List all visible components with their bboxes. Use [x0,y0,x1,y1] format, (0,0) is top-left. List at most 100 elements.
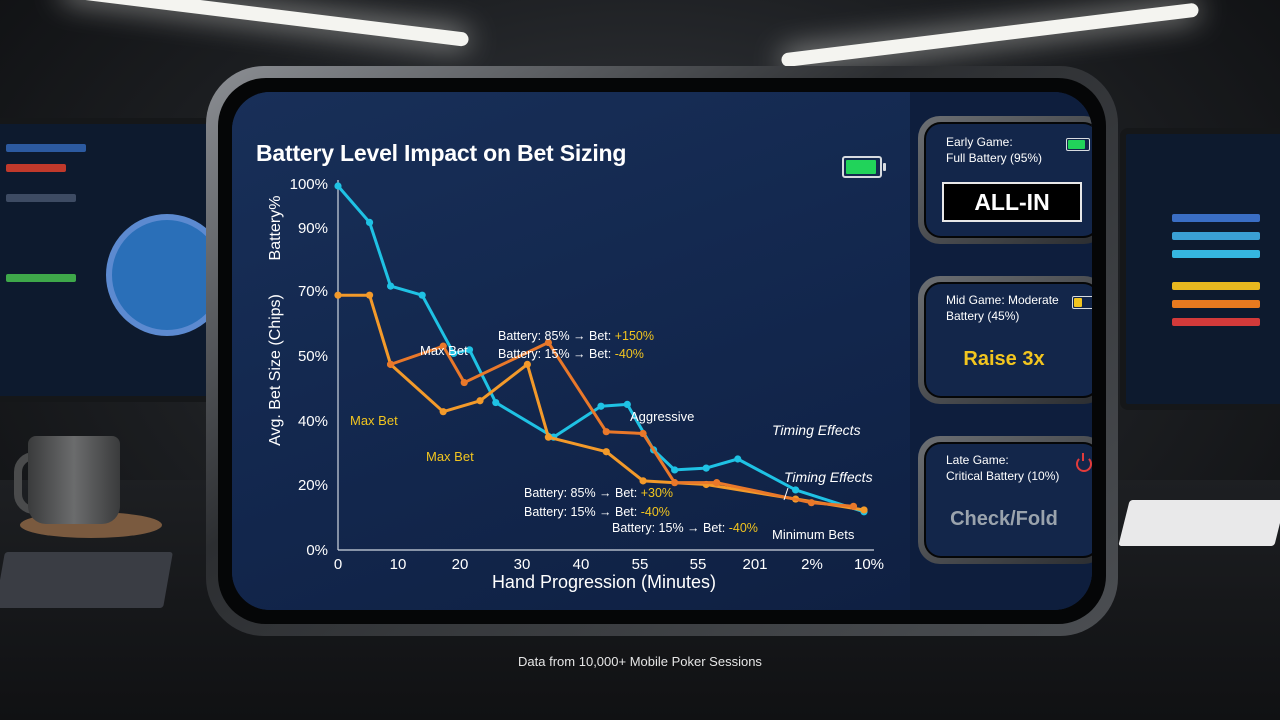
card-screen: Mid Game: Moderate Battery (45%) Raise 3… [924,282,1092,398]
battery-data-point [734,455,742,463]
chart-annotation: Max Bet [350,413,398,428]
line-chart: 100% 90% 70% 50% 40% 20% 0% 0 10 20 30 40 55 55 201 2% 1… [267,176,884,592]
bet-data-point [365,291,374,299]
phone-bezel: Battery Level Impact on Bet Sizing 100% 9… [218,78,1106,624]
y-tick-label: 100% [290,176,328,193]
bet_dark-data-point [460,378,468,387]
battery-icon [842,156,886,178]
monitor-row [1172,300,1260,308]
battery-fill [1068,140,1086,149]
battery-icon [1066,138,1090,151]
battery-data-point [418,291,426,299]
battery-data-point [597,402,605,410]
x-tick-label: 10% [854,556,884,573]
y-tick-label: 90% [298,220,328,237]
data-source-caption: Data from 10,000+ Mobile Poker Sessions [518,654,762,669]
y-tick-label: 50% [298,348,328,365]
late-game-battery-label: Critical Battery (10%) [946,469,1060,483]
x-tick-label: 10 [390,556,407,573]
bet-data-point [476,397,484,405]
ceiling-light-right [780,2,1200,68]
chart-annotation: Timing Effects [772,422,861,438]
game-phase-panel: Early Game: Full Battery (95%) Mid Game:… [910,92,1092,610]
chart-annotation: Aggressive [630,409,694,424]
chart-annotation: Battery: 15% → Bet: -40% [612,521,758,535]
poker-table-graphic [106,214,210,336]
early-game-card: Early Game: Full Battery (95%) [918,116,1092,244]
background-monitor-left [0,118,216,402]
monitor-row [6,144,86,152]
bet_dark-data-point [849,502,858,510]
x-tick-label: 30 [514,556,531,573]
bet_dark-data-point [639,429,647,438]
battery-data-point [387,282,395,290]
bet_dark-data-point [602,428,610,436]
chart-annotation: Battery: 15% → Bet: -40% [498,347,644,361]
chart-annotation: Timing Effects [784,469,873,485]
annotation-pointer [783,487,789,501]
bet-data-point [602,448,610,456]
mid-game-title: Mid Game: Moderate [946,293,1059,307]
y-tick-label: 40% [298,413,328,430]
y-tick-label: 70% [298,283,328,300]
battery-data-point [492,398,500,407]
x-tick-label: 201 [742,556,767,573]
late-game-title: Late Game: [946,453,1009,467]
early-game-action: ALL-IN [942,182,1082,222]
early-game-battery-label: Full Battery (95%) [946,151,1043,165]
y-tick-label: 20% [298,477,328,494]
x-tick-label: 2% [801,556,823,573]
chart-annotation: Max Bet [420,343,468,358]
late-game-card: Late Game: Critical Battery (10%) Check/… [918,436,1092,564]
phone-screen: Battery Level Impact on Bet Sizing 100% 9… [232,92,1092,610]
bet_dark-data-point [713,479,721,487]
chart-title: Battery Level Impact on Bet Sizing [256,140,627,166]
ceiling-light-left [60,0,470,47]
bet_dark-data-point [387,360,395,368]
battery-fill [846,160,876,174]
monitor-row [1172,214,1260,222]
x-tick-label: 0 [334,556,342,573]
monitor-row [1172,232,1260,240]
early-game-title: Early Game: [946,135,1013,149]
book [0,552,173,608]
battery-data-point [792,486,800,494]
mid-game-card: Mid Game: Moderate Battery (45%) Raise 3… [918,276,1092,404]
bet_dark-series-line [390,341,854,508]
background-monitor-right [1120,128,1280,410]
y-axis-label-battery: Battery% [267,196,284,261]
battery-data-point [334,182,342,190]
chart-annotation: Battery: 85% → Bet: +150% [498,329,654,343]
monitor-row [1172,250,1260,258]
x-tick-label: 55 [632,556,649,573]
phone-frame: Battery Level Impact on Bet Sizing 100% 9… [206,66,1118,636]
power-icon [1076,453,1092,472]
monitor-row [1172,318,1260,326]
chart-annotation: Minimum Bets [772,527,855,542]
mid-game-action: Raise 3x [963,348,1045,370]
y-tick-label: 0% [306,542,328,559]
x-axis-label: Hand Progression (Minutes) [492,572,716,592]
y-axis-label-bet: Avg. Bet Size (Chips) [267,294,284,446]
chart-annotation: Battery: 15% → Bet: -40% [524,505,670,519]
bet_dark-data-point [807,499,816,507]
battery-data-point [671,466,679,474]
bet-data-point [334,291,342,299]
battery-icon [1072,296,1092,309]
battery-data-point [465,346,474,354]
notebook [1118,500,1280,546]
x-tick-label: 40 [573,556,590,573]
battery-data-point [450,349,458,358]
monitor-row [1172,282,1260,290]
x-tick-label: 20 [452,556,469,573]
bet-data-point [639,477,647,485]
chart-annotation: Max Bet [426,449,474,464]
bet_dark-data-point [439,342,447,350]
battery-data-point [702,464,710,472]
monitor-row [6,164,66,172]
mid-game-battery-label: Battery (45%) [946,309,1020,323]
chart-panel: Battery Level Impact on Bet Sizing 100% 9… [232,92,910,610]
coffee-mug [28,436,120,524]
bet_dark-data-point [671,479,679,487]
battery-data-point [365,218,374,226]
